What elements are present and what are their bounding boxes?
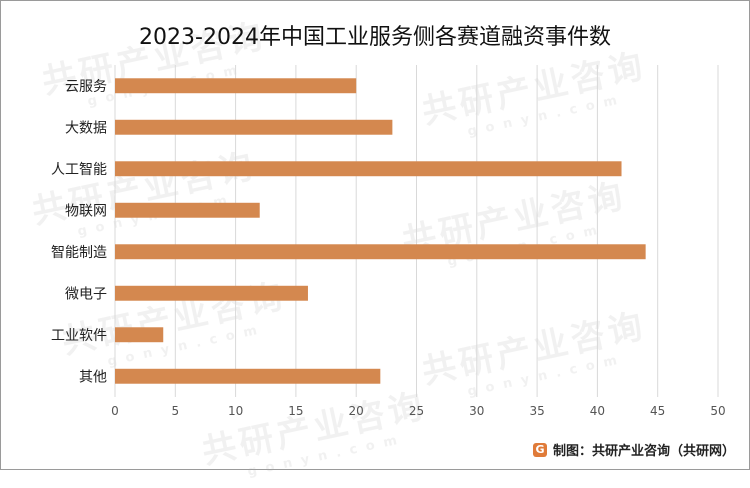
- category-label: 智能制造: [51, 245, 107, 261]
- gridlines: [114, 65, 719, 397]
- bar: [115, 78, 357, 94]
- bar: [115, 202, 260, 218]
- x-tick-label: 5: [171, 404, 179, 418]
- category-label: 云服务: [65, 79, 107, 95]
- x-tick-labels: 0 5 10 15 20 25 30 35 40 45 50: [111, 404, 725, 418]
- bar: [115, 285, 308, 301]
- bar: [115, 161, 622, 177]
- bar: [115, 368, 381, 384]
- x-tick-label: 25: [409, 404, 424, 418]
- bar: [115, 327, 164, 343]
- bar: [115, 244, 646, 260]
- category-label: 其他: [79, 369, 107, 385]
- x-tick-label: 10: [228, 404, 243, 418]
- x-tick-label: 20: [349, 404, 364, 418]
- x-tick-label: 0: [111, 404, 119, 418]
- category-label: 大数据: [65, 120, 107, 136]
- x-tick-label: 45: [650, 404, 665, 418]
- source-note: G 制图：共研产业咨询（共研网）: [532, 440, 735, 459]
- x-tick-label: 15: [288, 404, 303, 418]
- x-tick-label: 30: [469, 404, 484, 418]
- category-label: 物联网: [65, 203, 107, 219]
- bars: [115, 78, 646, 384]
- category-label: 工业软件: [51, 328, 107, 344]
- gonyn-logo-icon: G: [532, 442, 547, 457]
- source-text: 制图：共研产业咨询（共研网）: [552, 444, 735, 459]
- x-tick-label: 35: [529, 404, 544, 418]
- category-label: 微电子: [65, 286, 107, 302]
- x-tick-label: 50: [710, 404, 725, 418]
- bar: [115, 119, 393, 135]
- x-tick-label: 40: [590, 404, 605, 418]
- category-label: 人工智能: [51, 162, 107, 178]
- chart-title: 2023-2024年中国工业服务侧各赛道融资事件数: [139, 25, 611, 50]
